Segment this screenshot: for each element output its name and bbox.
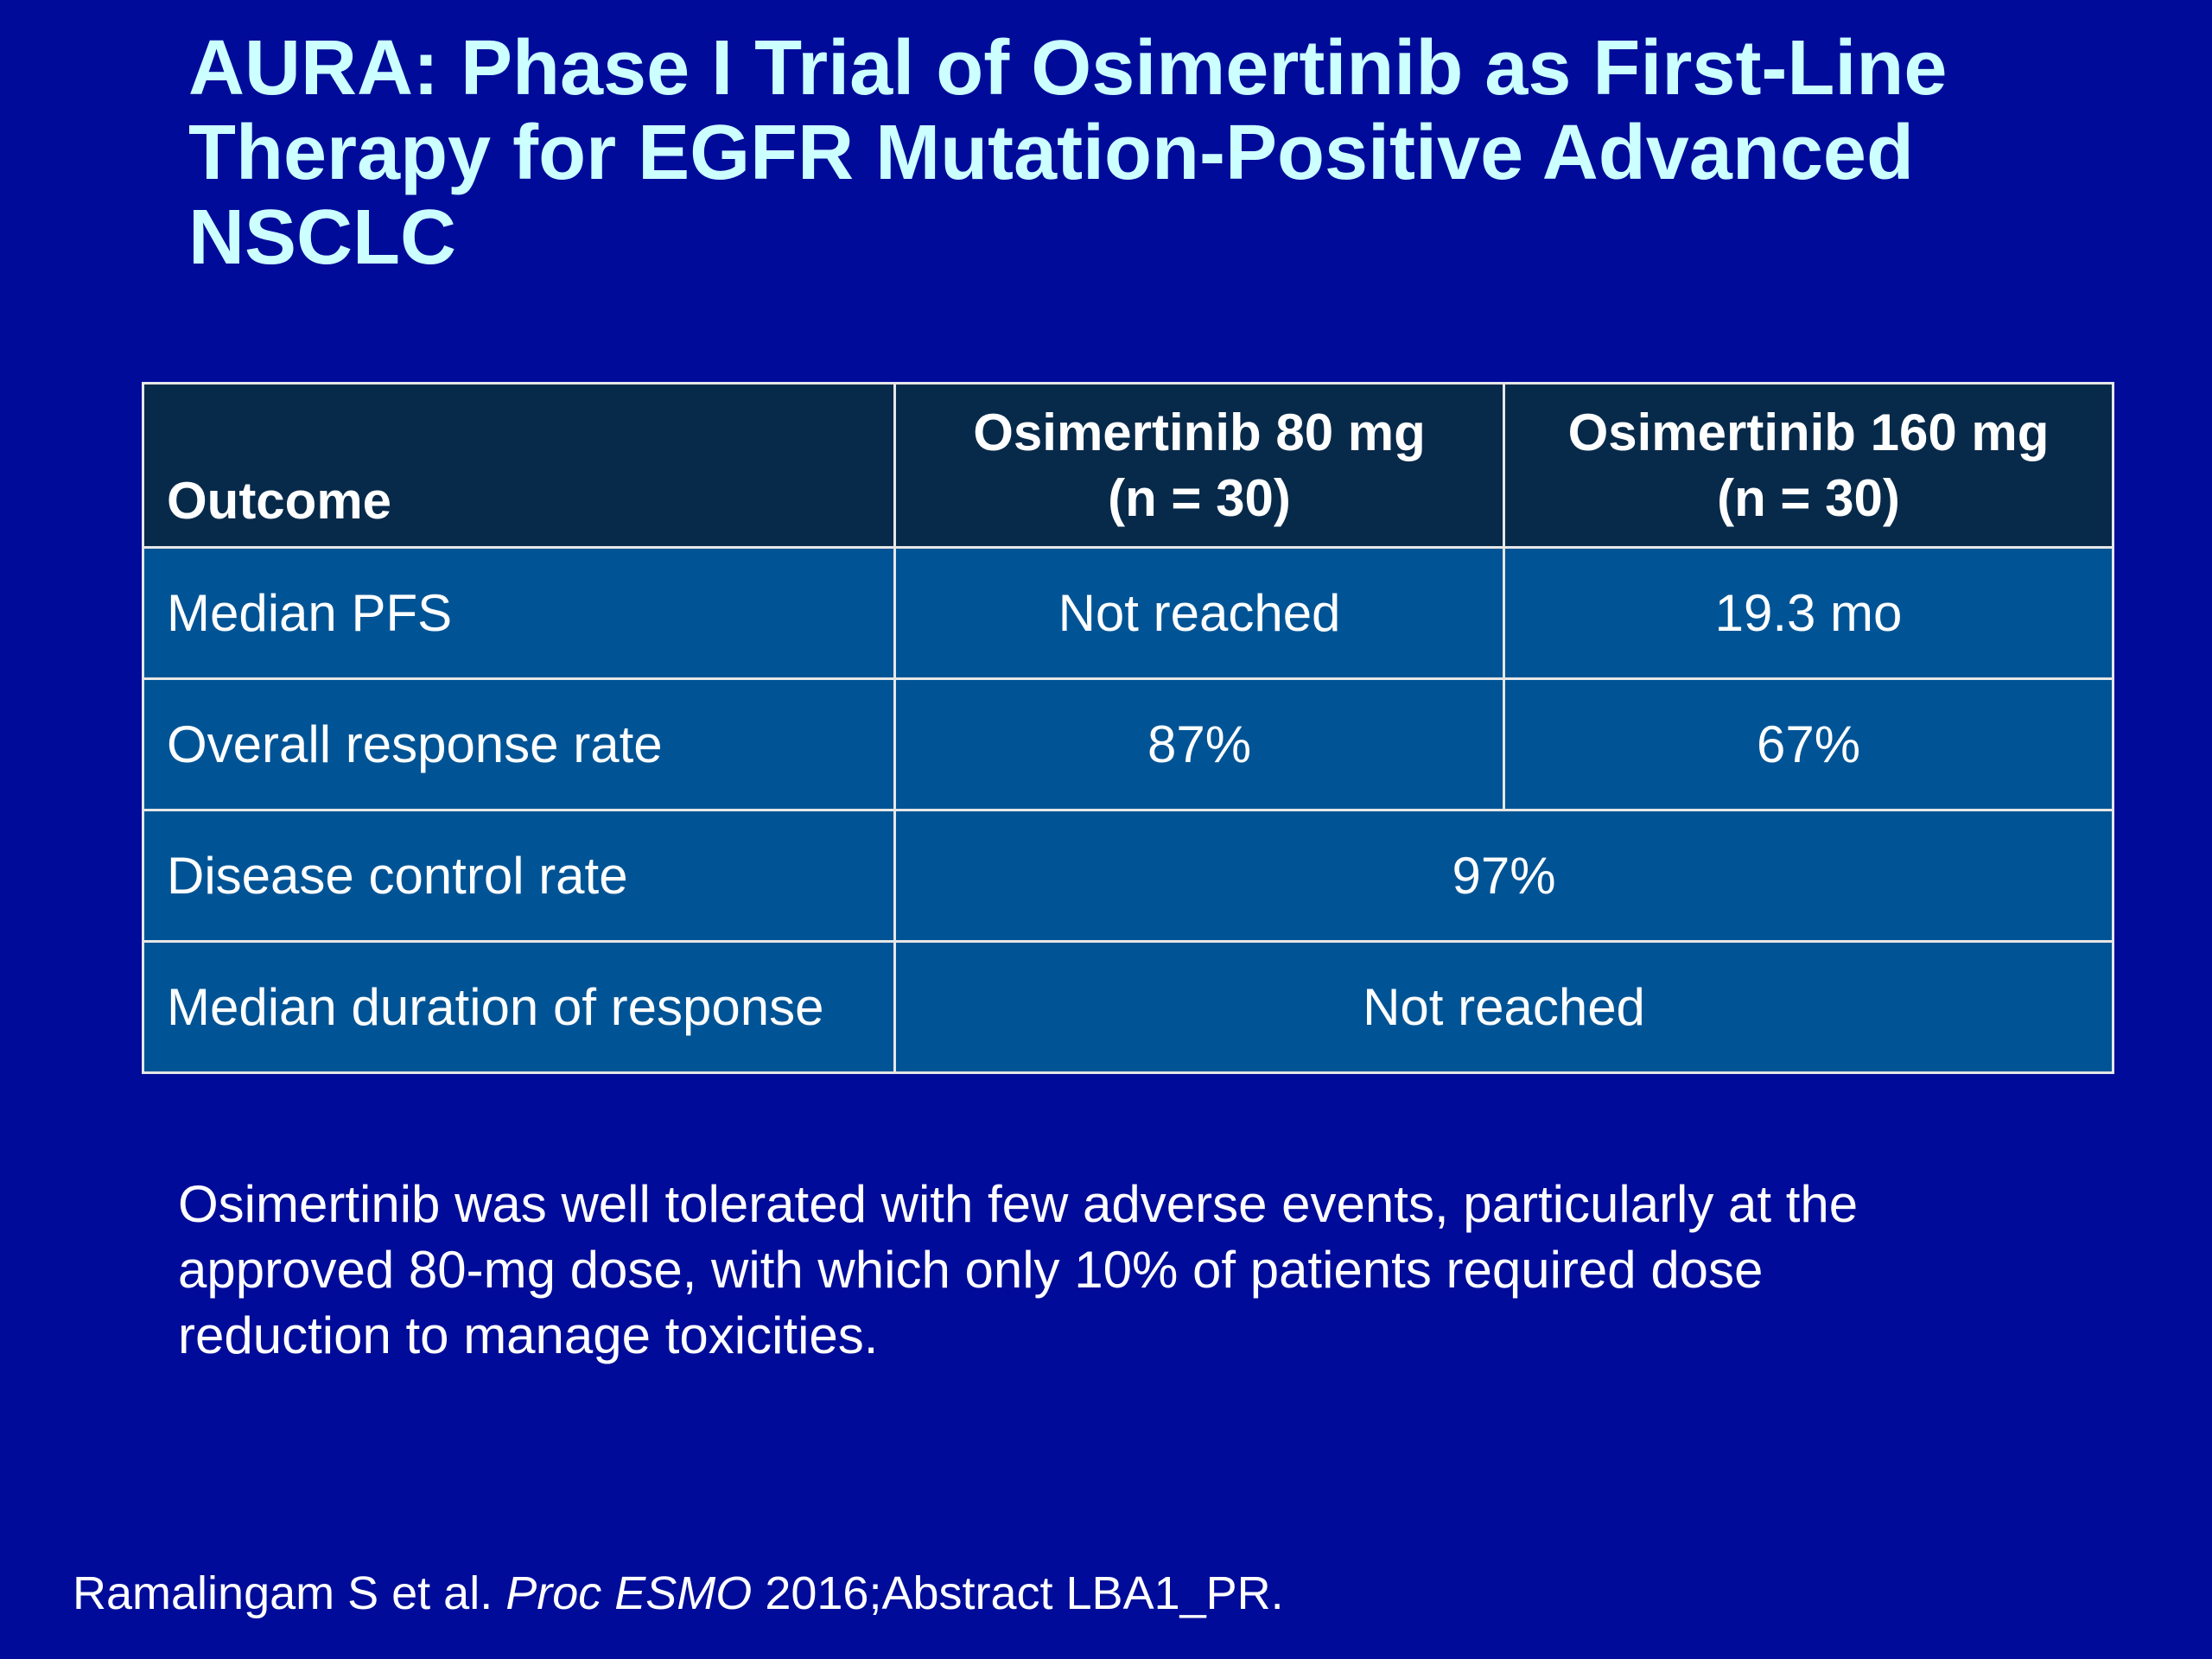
column-header-160mg-line: (n = 30) (1717, 468, 1900, 527)
slide-title-line: NSCLC (188, 194, 456, 281)
outcomes-table: Outcome Osimertinib 80 mg (n = 30) Osime… (142, 382, 2114, 1074)
cell-combined: 97% (893, 809, 2114, 943)
column-header-80mg-line: (n = 30) (1108, 468, 1291, 527)
cell-160mg: 67% (1503, 677, 2114, 811)
cell-160mg: 19.3 mo (1503, 546, 2114, 680)
table-header-row: Outcome Osimertinib 80 mg (n = 30) Osime… (142, 382, 2114, 549)
table-row: Disease control rate 97% (142, 809, 2114, 943)
note-line: Osimertinib was well tolerated with few … (178, 1175, 1859, 1233)
column-header-outcome: Outcome (142, 382, 896, 549)
slide-title-line: AURA: Phase I Trial of Osimertinib as Fi… (188, 25, 1948, 111)
row-label: Disease control rate (142, 809, 896, 943)
cell-80mg: 87% (893, 677, 1505, 811)
table-row: Median duration of response Not reached (142, 940, 2114, 1074)
cell-combined: Not reached (893, 940, 2114, 1074)
table-header: Outcome Osimertinib 80 mg (n = 30) Osime… (142, 382, 2114, 549)
note-line: approved 80-mg dose, with which only 10%… (178, 1241, 1764, 1299)
column-header-80mg-line: Osimertinib 80 mg (973, 403, 1426, 461)
row-label: Median duration of response (142, 940, 896, 1074)
table-row: Median PFS Not reached 19.3 mo (142, 546, 2114, 680)
column-header-160mg-line: Osimertinib 160 mg (1567, 403, 2050, 461)
table-body: Median PFS Not reached 19.3 mo Overall r… (142, 546, 2114, 1074)
note-line: reduction to manage toxicities. (178, 1306, 879, 1364)
cell-80mg: Not reached (893, 546, 1505, 680)
tolerability-note: Osimertinib was well tolerated with few … (178, 1172, 2079, 1369)
citation: Ramalingam S et al. Proc ESMO 2016;Abstr… (73, 1566, 1284, 1621)
citation-authors: Ramalingam S et al. (73, 1567, 493, 1619)
slide-title-line: Therapy for EGFR Mutation-Positive Advan… (188, 110, 1914, 196)
row-label: Median PFS (142, 546, 896, 680)
citation-journal: Proc ESMO (505, 1567, 753, 1619)
row-label: Overall response rate (142, 677, 896, 811)
slide-title: AURA: Phase I Trial of Osimertinib as Fi… (188, 26, 2089, 280)
citation-details: 2016;Abstract LBA1_PR. (765, 1567, 1284, 1619)
column-header-80mg: Osimertinib 80 mg (n = 30) (893, 382, 1505, 549)
table-row: Overall response rate 87% 67% (142, 677, 2114, 811)
column-header-160mg: Osimertinib 160 mg (n = 30) (1503, 382, 2114, 549)
